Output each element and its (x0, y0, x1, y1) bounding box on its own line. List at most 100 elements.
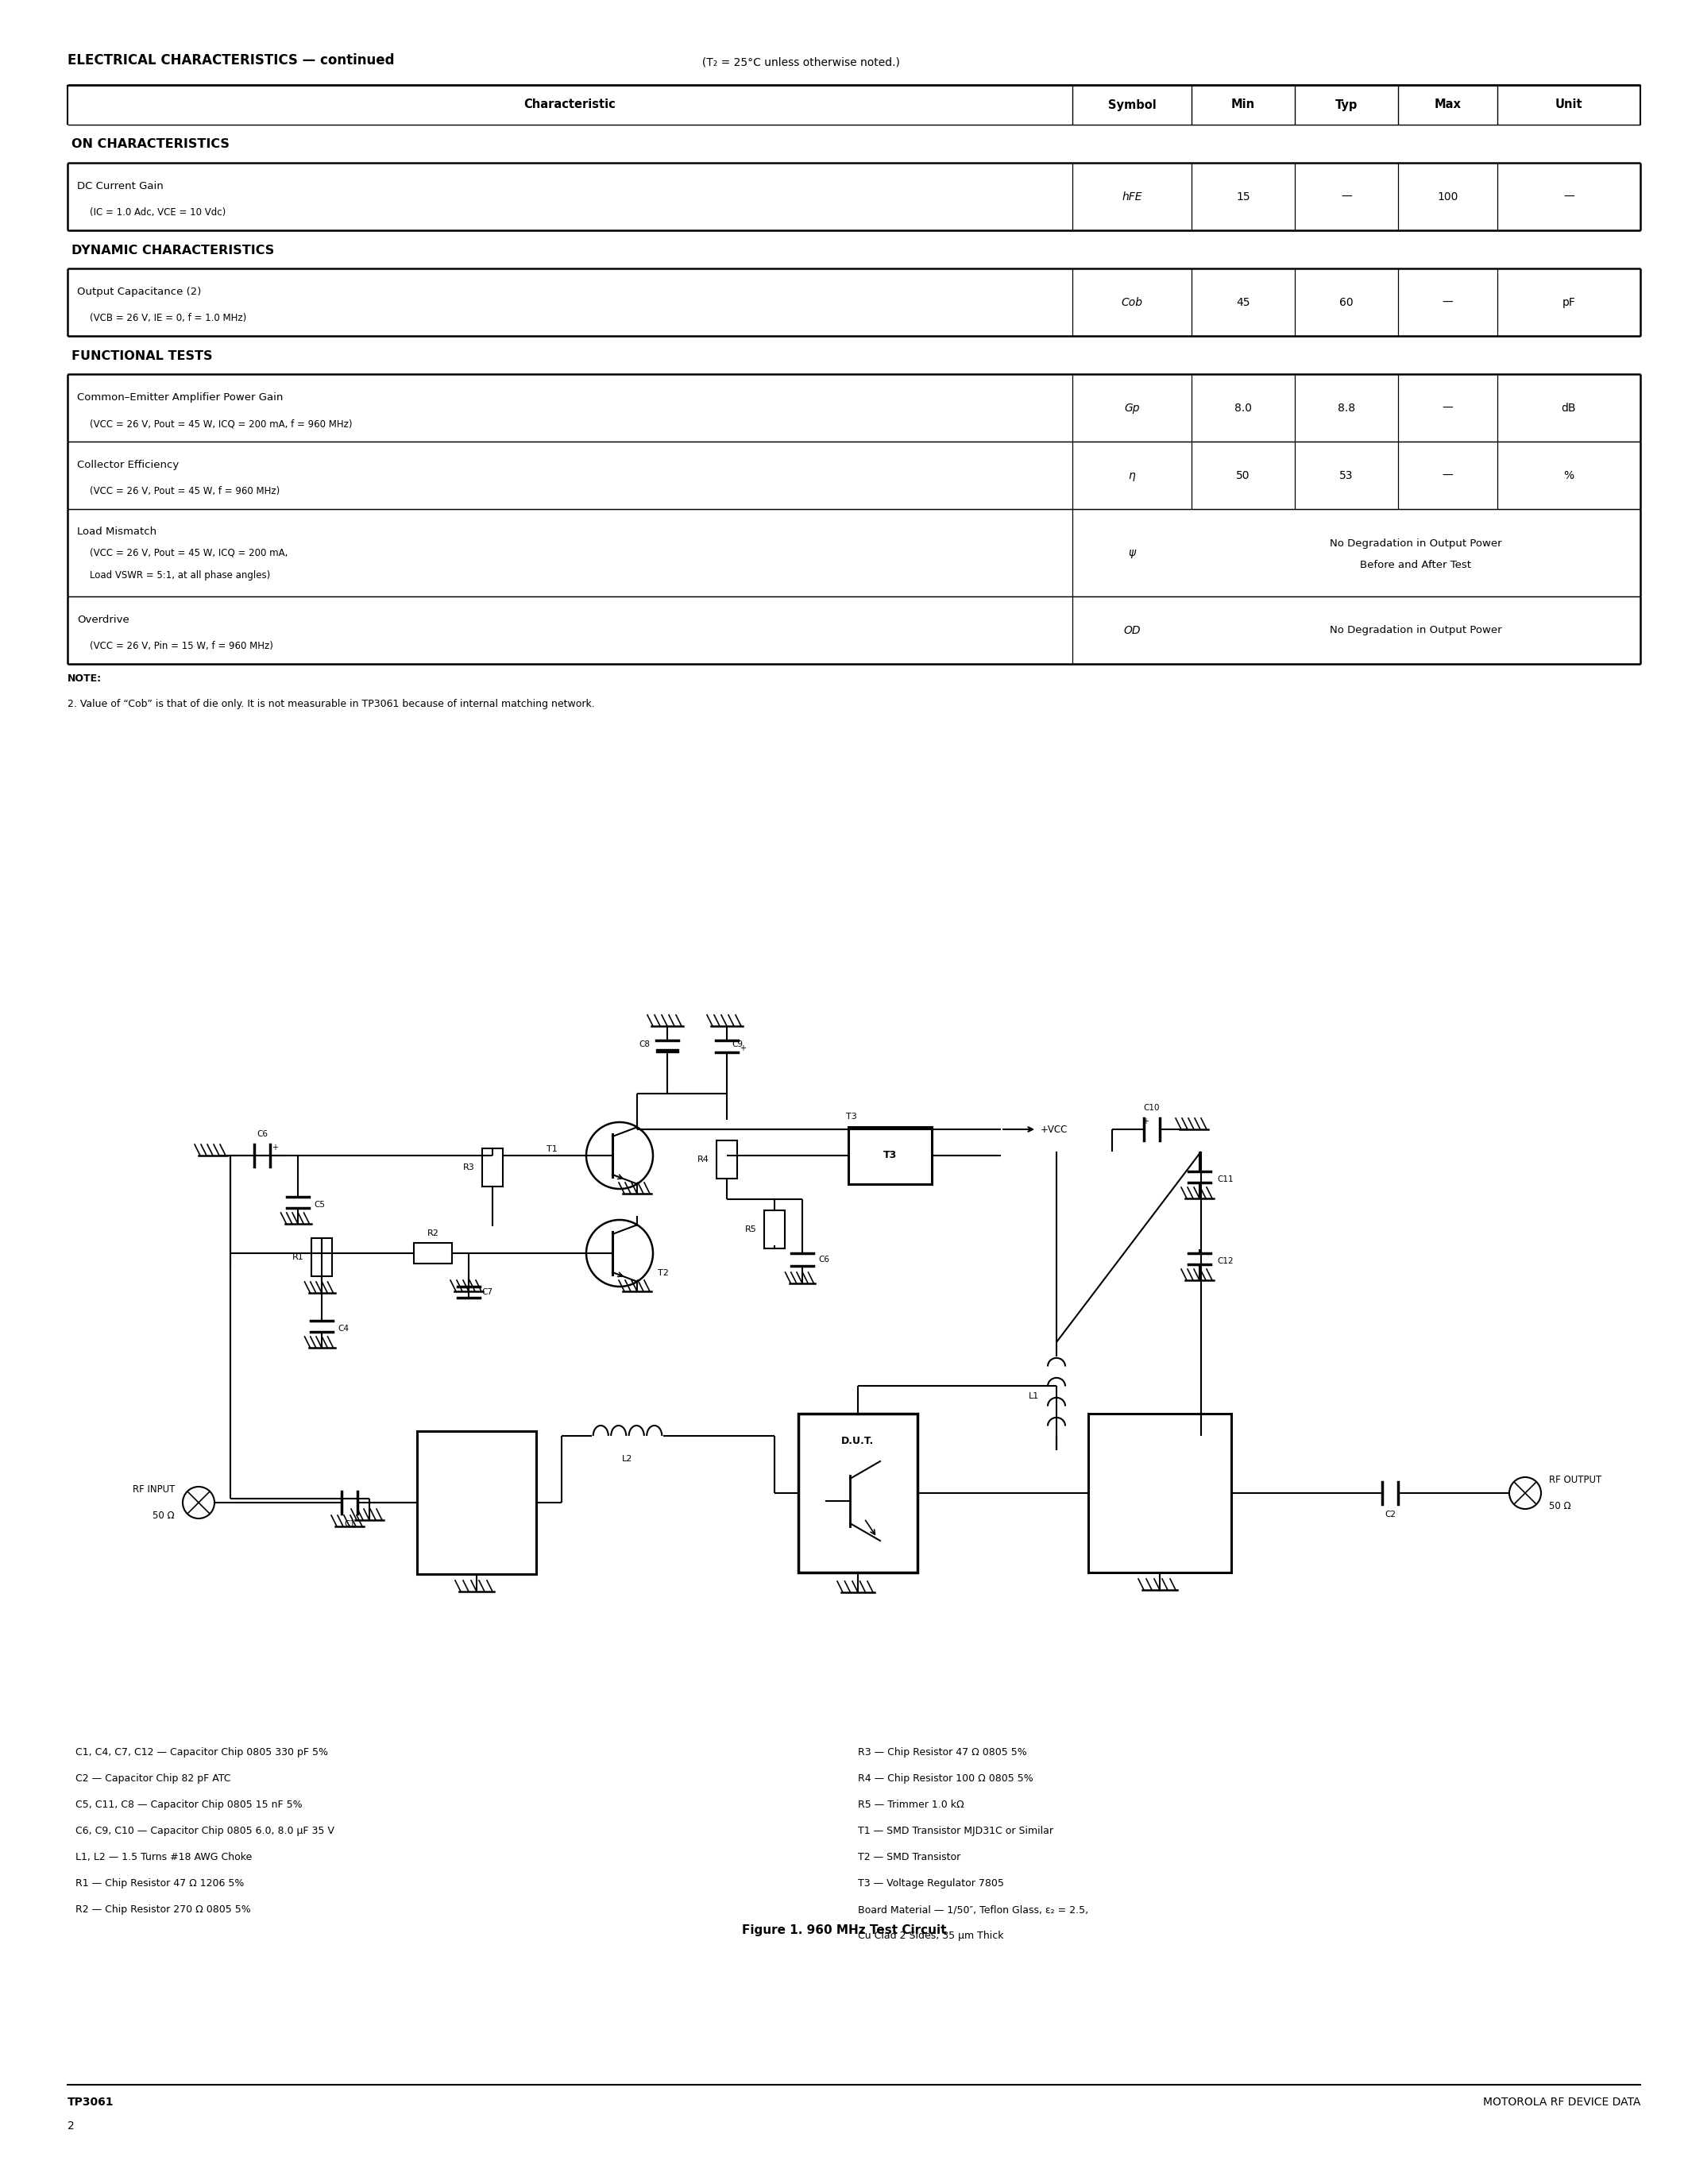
Text: Symbol: Symbol (1107, 98, 1156, 111)
Text: 45: 45 (1236, 297, 1251, 308)
Text: Max: Max (1435, 98, 1462, 111)
Text: T1 — SMD Transistor MJD31C or Similar: T1 — SMD Transistor MJD31C or Similar (858, 1826, 1053, 1837)
Text: T2: T2 (658, 1269, 668, 1278)
Text: TP3061: TP3061 (68, 2097, 115, 2108)
Text: NOTE:: NOTE: (68, 673, 101, 684)
Text: (VCC = 26 V, Pout = 45 W, ICQ = 200 mA,: (VCC = 26 V, Pout = 45 W, ICQ = 200 mA, (89, 548, 289, 557)
Text: ψ: ψ (1128, 548, 1136, 559)
Text: C5, C11, C8 — Capacitor Chip 0805 15 nF 5%: C5, C11, C8 — Capacitor Chip 0805 15 nF … (76, 1800, 302, 1811)
Text: Min: Min (1231, 98, 1256, 111)
Text: R2: R2 (427, 1230, 439, 1238)
Bar (483, 1149, 503, 1186)
Text: Figure 1. 960 MHz Test Circuit: Figure 1. 960 MHz Test Circuit (741, 1924, 947, 1935)
Text: T1: T1 (547, 1144, 557, 1153)
Text: R3: R3 (463, 1164, 474, 1171)
Text: R2 — Chip Resistor 270 Ω 0805 5%: R2 — Chip Resistor 270 Ω 0805 5% (76, 1904, 252, 1915)
Text: (VCB = 26 V, IE = 0, f = 1.0 MHz): (VCB = 26 V, IE = 0, f = 1.0 MHz) (89, 312, 246, 323)
Text: pF: pF (1561, 297, 1575, 308)
Text: No Degradation in Output Power: No Degradation in Output Power (1330, 537, 1502, 548)
Text: 50 Ω: 50 Ω (154, 1511, 176, 1520)
Text: 50 Ω: 50 Ω (1550, 1500, 1572, 1511)
Bar (417, 1431, 537, 1575)
Text: Cu Clad 2 Sides, 35 μm Thick: Cu Clad 2 Sides, 35 μm Thick (858, 1931, 1004, 1942)
Text: Unit: Unit (1555, 98, 1583, 111)
Text: —: — (1442, 297, 1453, 308)
Text: C9: C9 (731, 1040, 743, 1048)
Text: C7: C7 (481, 1289, 493, 1295)
Text: —: — (1442, 470, 1453, 480)
Text: +VCC: +VCC (1040, 1125, 1069, 1133)
Text: 50: 50 (1236, 470, 1251, 480)
Bar (798, 1413, 918, 1572)
Text: C2 — Capacitor Chip 82 pF ATC: C2 — Capacitor Chip 82 pF ATC (76, 1773, 231, 1784)
Text: Common–Emitter Amplifier Power Gain: Common–Emitter Amplifier Power Gain (78, 393, 284, 402)
Text: Characteristic: Characteristic (523, 98, 616, 111)
Text: L2: L2 (623, 1455, 633, 1463)
Text: 100: 100 (1436, 190, 1458, 203)
Text: R4: R4 (697, 1155, 709, 1164)
Text: %: % (1563, 470, 1573, 480)
Text: 2: 2 (68, 2121, 74, 2132)
Text: ELECTRICAL CHARACTERISTICS — continued: ELECTRICAL CHARACTERISTICS — continued (68, 52, 395, 68)
Text: (T₂ = 25°C unless otherwise noted.): (T₂ = 25°C unless otherwise noted.) (695, 57, 900, 68)
Text: Typ: Typ (1335, 98, 1357, 111)
Bar (1089, 1413, 1231, 1572)
Bar (311, 1238, 333, 1275)
Text: C5: C5 (314, 1201, 324, 1208)
Text: (VCC = 26 V, Pout = 45 W, f = 960 MHz): (VCC = 26 V, Pout = 45 W, f = 960 MHz) (89, 487, 280, 496)
Text: D.U.T.: D.U.T. (842, 1437, 874, 1446)
Text: L1: L1 (1028, 1391, 1040, 1400)
Text: R1 — Chip Resistor 47 Ω 1206 5%: R1 — Chip Resistor 47 Ω 1206 5% (76, 1878, 245, 1889)
Text: 2. Value of “Cob” is that of die only. It is not measurable in TP3061 because of: 2. Value of “Cob” is that of die only. I… (68, 699, 594, 710)
Text: η: η (1129, 470, 1136, 480)
Text: L1, L2 — 1.5 Turns #18 AWG Choke: L1, L2 — 1.5 Turns #18 AWG Choke (76, 1852, 252, 1863)
Text: 8.8: 8.8 (1337, 402, 1355, 413)
Bar (847, 1127, 932, 1184)
Text: C11: C11 (1217, 1175, 1234, 1184)
Text: +: + (739, 1044, 746, 1053)
Bar (765, 1210, 785, 1249)
Text: (IC = 1.0 Adc, VCE = 10 Vdc): (IC = 1.0 Adc, VCE = 10 Vdc) (89, 207, 226, 218)
Text: —: — (1340, 190, 1352, 203)
Text: MOTOROLA RF DEVICE DATA: MOTOROLA RF DEVICE DATA (1482, 2097, 1641, 2108)
Bar (716, 1140, 738, 1179)
Text: C1: C1 (344, 1520, 354, 1529)
Text: R3 — Chip Resistor 47 Ω 0805 5%: R3 — Chip Resistor 47 Ω 0805 5% (858, 1747, 1026, 1758)
Text: RF OUTPUT: RF OUTPUT (1550, 1474, 1602, 1485)
Text: RF INPUT: RF INPUT (132, 1485, 176, 1494)
Text: FUNCTIONAL TESTS: FUNCTIONAL TESTS (71, 349, 213, 363)
Text: 60: 60 (1340, 297, 1354, 308)
Text: Cob: Cob (1121, 297, 1143, 308)
Text: +: + (272, 1144, 279, 1151)
Text: DC Current Gain: DC Current Gain (78, 181, 164, 192)
Text: Collector Efficiency: Collector Efficiency (78, 461, 179, 470)
Text: 53: 53 (1340, 470, 1354, 480)
Text: C10: C10 (1144, 1103, 1160, 1112)
Text: Gp: Gp (1124, 402, 1139, 413)
Text: Load VSWR = 5:1, at all phase angles): Load VSWR = 5:1, at all phase angles) (89, 570, 270, 581)
Text: —: — (1442, 402, 1453, 413)
Text: Overdrive: Overdrive (78, 614, 130, 625)
Text: R5: R5 (746, 1225, 756, 1234)
Text: T2 — SMD Transistor: T2 — SMD Transistor (858, 1852, 960, 1863)
Text: R1: R1 (292, 1254, 304, 1260)
Text: R4 — Chip Resistor 100 Ω 0805 5%: R4 — Chip Resistor 100 Ω 0805 5% (858, 1773, 1033, 1784)
Text: hFE: hFE (1123, 190, 1143, 203)
Text: R5 — Trimmer 1.0 kΩ: R5 — Trimmer 1.0 kΩ (858, 1800, 964, 1811)
Text: 15: 15 (1236, 190, 1251, 203)
Text: DYNAMIC CHARACTERISTICS: DYNAMIC CHARACTERISTICS (71, 245, 273, 256)
Text: Board Material — 1/50″, Teflon Glass, ε₂ = 2.5,: Board Material — 1/50″, Teflon Glass, ε₂… (858, 1904, 1089, 1915)
Text: T3: T3 (846, 1112, 858, 1120)
Text: C1, C4, C7, C12 — Capacitor Chip 0805 330 pF 5%: C1, C4, C7, C12 — Capacitor Chip 0805 33… (76, 1747, 327, 1758)
Text: T3: T3 (883, 1151, 896, 1160)
Text: C8: C8 (638, 1040, 650, 1048)
Text: dB: dB (1561, 402, 1577, 413)
Text: C2: C2 (1384, 1511, 1396, 1518)
Text: Output Capacitance (2): Output Capacitance (2) (78, 286, 201, 297)
Text: +: + (1143, 1118, 1148, 1125)
Text: Load Mismatch: Load Mismatch (78, 526, 157, 537)
Bar (414, 1243, 452, 1265)
Text: C12: C12 (1217, 1258, 1234, 1265)
Text: No Degradation in Output Power: No Degradation in Output Power (1330, 625, 1502, 636)
Text: (VCC = 26 V, Pout = 45 W, ICQ = 200 mA, f = 960 MHz): (VCC = 26 V, Pout = 45 W, ICQ = 200 mA, … (89, 419, 353, 428)
